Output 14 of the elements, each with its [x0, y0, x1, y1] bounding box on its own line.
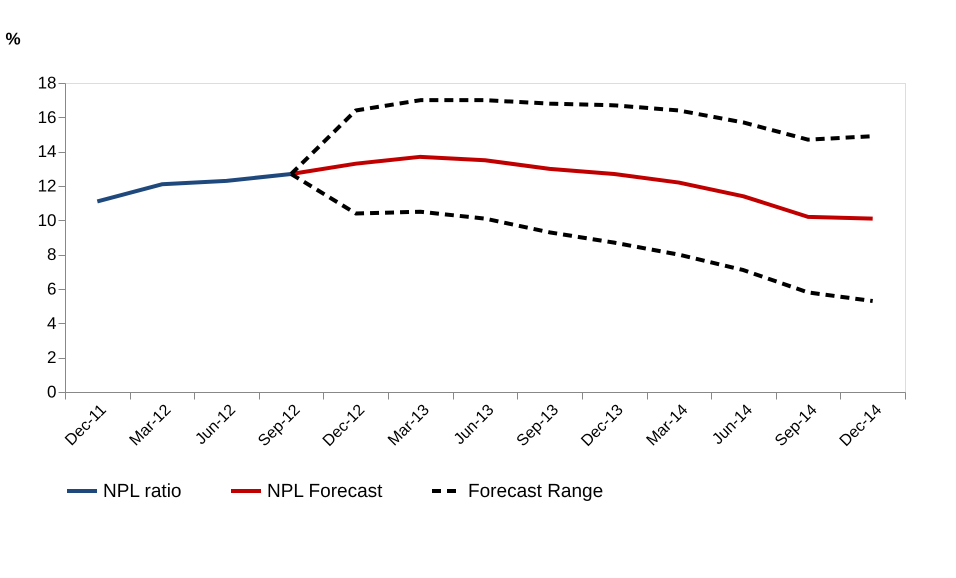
y-tick-label: 4 [47, 314, 56, 333]
y-tick-label: 14 [38, 142, 56, 162]
legend-label: NPL ratio [103, 481, 182, 502]
y-tick-label: 2 [47, 348, 56, 368]
y-tick-label: 16 [38, 108, 56, 127]
legend-label: Forecast Range [468, 481, 604, 502]
legend-label: NPL Forecast [267, 481, 384, 502]
y-tick-label: 6 [47, 280, 56, 298]
y-tick-label: 18 [38, 74, 56, 92]
y-tick-label: 0 [47, 382, 56, 402]
y-tick-label: 10 [38, 210, 56, 230]
y-tick-label: 12 [38, 176, 56, 196]
y-axis-title: % [6, 30, 21, 48]
y-tick-label: 8 [47, 245, 56, 264]
